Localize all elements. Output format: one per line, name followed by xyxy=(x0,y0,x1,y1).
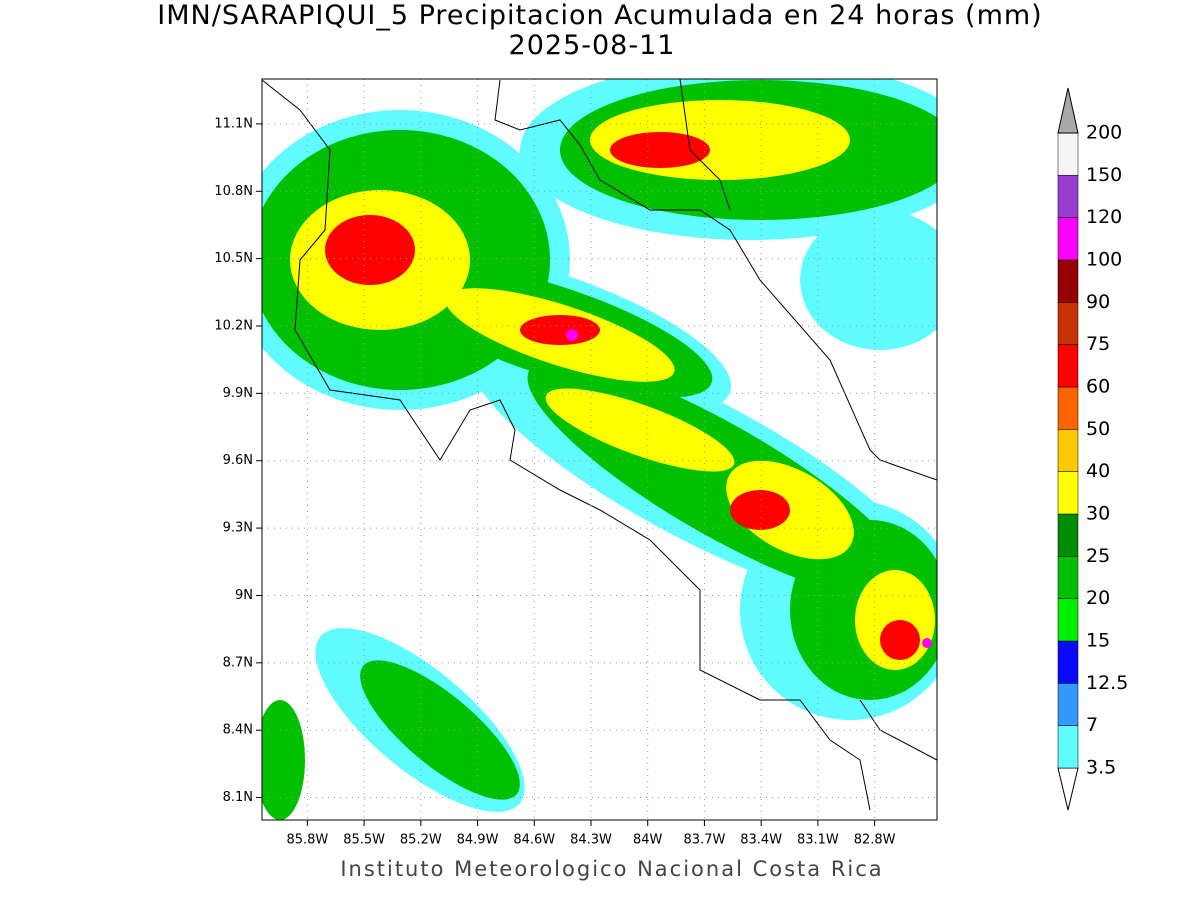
x-tick-label: 84.3W xyxy=(570,833,612,848)
colorbar-box xyxy=(1057,302,1079,345)
y-tick-label: 8.1N xyxy=(223,790,253,805)
colorbar-box xyxy=(1057,640,1079,684)
x-tick-label: 83.1W xyxy=(797,833,839,848)
y-tick-label: 9.6N xyxy=(223,453,253,468)
colorbar-box xyxy=(1057,598,1079,642)
x-tick-label: 82.8W xyxy=(854,833,896,848)
colorbar-label: 150 xyxy=(1086,164,1122,186)
colorbar-label: 90 xyxy=(1086,291,1110,313)
x-tick-label: 84.9W xyxy=(457,833,499,848)
y-tick-label: 11.1N xyxy=(214,116,253,131)
map-frame xyxy=(261,78,938,821)
colorbar-label: 40 xyxy=(1086,460,1110,482)
y-tick-label: 9N xyxy=(235,588,253,603)
x-tick-label: 85.2W xyxy=(400,833,442,848)
y-tick-label: 8.4N xyxy=(223,723,253,738)
x-tick-label: 84W xyxy=(633,833,663,848)
colorbar-label: 25 xyxy=(1086,545,1110,567)
x-tick-label: 83.7W xyxy=(684,833,726,848)
colorbar-label: 50 xyxy=(1086,418,1110,440)
footer: Instituto Meteorologico Nacional Costa R… xyxy=(340,857,883,881)
y-tick-label: 9.9N xyxy=(223,386,253,401)
y-tick-label: 10.5N xyxy=(214,251,253,266)
colorbar-box xyxy=(1057,132,1079,176)
colorbar-box xyxy=(1057,217,1079,261)
colorbar-box xyxy=(1057,429,1079,472)
colorbar-label: 7 xyxy=(1086,714,1098,736)
colorbar-label: 75 xyxy=(1086,333,1110,355)
colorbar-label: 15 xyxy=(1086,630,1110,652)
colorbar-box xyxy=(1057,683,1079,726)
y-tick-label: 9.3N xyxy=(223,521,253,536)
colorbar: 3.5 7 12.5 15 20 25 30 40 50 60 75 90 100 120 150 200 xyxy=(1057,87,1128,811)
coastline xyxy=(262,79,937,811)
map-title: IMN/SARAPIQUI_5 Precipitacion Acumulada … xyxy=(157,0,1042,31)
colorbar-label: 60 xyxy=(1086,376,1110,398)
colorbar-label: 30 xyxy=(1086,503,1110,525)
x-tick-label: 83.4W xyxy=(740,833,782,848)
colorbar-box xyxy=(1057,471,1079,515)
colorbar-box xyxy=(1057,386,1079,430)
axes: 85.8W 85.5W 85.2W 84.9W 84.6W 84.3W 84W 83.7W 83… xyxy=(214,116,895,847)
colorbar-label: 120 xyxy=(1086,206,1122,228)
y-tick-label: 10.8N xyxy=(214,184,253,199)
colorbar-box xyxy=(1057,344,1079,388)
x-tick-label: 84.6W xyxy=(513,833,555,848)
colorbar-label: 100 xyxy=(1086,249,1122,271)
colorbar-label: 12.5 xyxy=(1086,672,1128,694)
x-tick-label: 85.8W xyxy=(286,833,328,848)
precip-field xyxy=(262,79,937,820)
y-tick-label: 10.2N xyxy=(214,319,253,334)
x-tick-label: 85.5W xyxy=(343,833,385,848)
colorbar-label: 20 xyxy=(1086,587,1110,609)
map-subtitle: 2025-08-11 xyxy=(509,30,676,61)
colorbar-box xyxy=(1057,175,1079,218)
map-area xyxy=(262,79,937,820)
colorbar-under xyxy=(1057,767,1079,811)
colorbar-box xyxy=(1057,725,1079,769)
colorbar-box xyxy=(1057,556,1079,599)
colorbar-label: 3.5 xyxy=(1086,757,1116,779)
colorbar-over xyxy=(1057,87,1079,134)
colorbar-label: 200 xyxy=(1086,122,1122,144)
colorbar-box xyxy=(1057,513,1079,557)
colorbar-box xyxy=(1057,259,1079,303)
y-tick-label: 8.7N xyxy=(223,655,253,670)
